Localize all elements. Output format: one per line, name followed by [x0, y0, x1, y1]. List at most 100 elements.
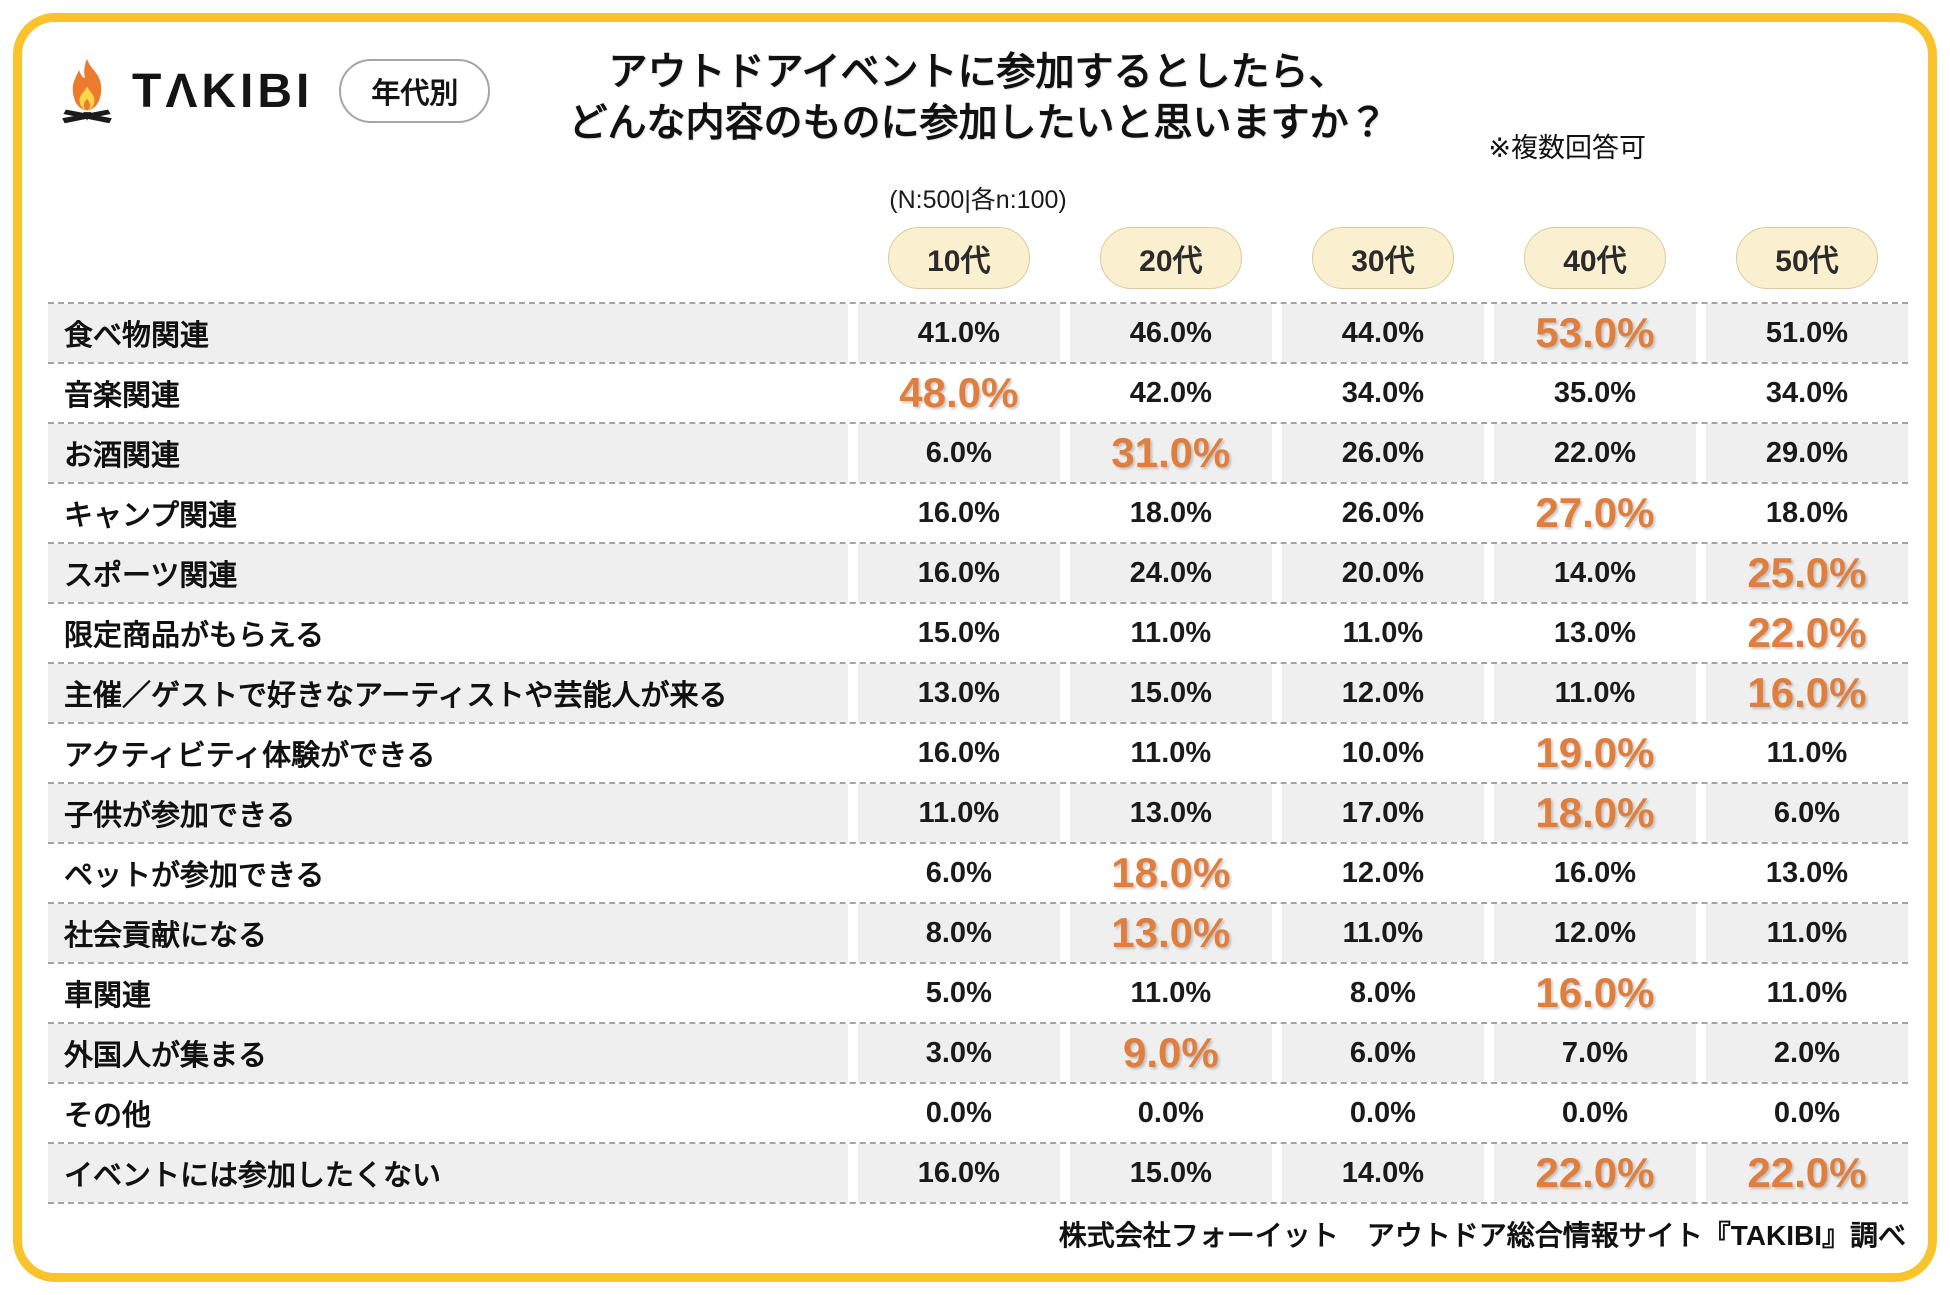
multiple-answers-note: ※複数回答可: [1488, 133, 1646, 163]
value-cell: 15.0%: [917, 616, 1000, 649]
value-cell: 9.0%: [1069, 1024, 1272, 1082]
pill-cell: 10代: [858, 226, 1060, 290]
row-label: アクティビティ体験ができる: [64, 740, 436, 772]
value-cell: 11.0%: [1493, 664, 1696, 722]
table-row: 音楽関連 48.0% 42.0% 34.0% 35.0% 34.0%: [48, 364, 1908, 424]
value-cell: 22.0%: [1493, 1144, 1696, 1202]
value-cell: 24.0%: [1069, 544, 1272, 602]
table-row: 子供が参加できる 11.0% 13.0% 17.0% 18.0% 6.0%: [48, 784, 1908, 844]
value-cell: 16.0%: [917, 736, 1000, 769]
value-cell: 5.0%: [925, 976, 992, 1009]
value-cell: 18.0%: [1129, 496, 1212, 529]
value-cell: 11.0%: [1705, 904, 1908, 962]
row-label: 子供が参加できる: [48, 784, 848, 842]
value-cell: 12.0%: [1493, 904, 1696, 962]
value-cell: 11.0%: [1130, 616, 1212, 649]
value-cell: 22.0%: [1493, 424, 1696, 482]
value-cell: 16.0%: [857, 544, 1060, 602]
value-cell: 34.0%: [1341, 376, 1424, 409]
value-cell: 46.0%: [1069, 304, 1272, 362]
value-cell: 11.0%: [1766, 976, 1848, 1009]
age-category-badge: 年代別: [339, 59, 491, 123]
value-cell: 0.0%: [1561, 1096, 1628, 1129]
row-label: お酒関連: [48, 424, 848, 482]
table-row: 社会貢献になる 8.0% 13.0% 11.0% 12.0% 11.0%: [48, 904, 1908, 964]
source-credit: 株式会社フォーイット アウトドア総合情報サイト『TAKIBI』調べ: [1058, 1220, 1906, 1251]
value-cell: 19.0%: [1535, 729, 1655, 776]
value-cell: 26.0%: [1281, 424, 1484, 482]
age-group-pill: 30代: [1311, 227, 1454, 289]
value-cell: 29.0%: [1705, 424, 1908, 482]
value-cell: 48.0%: [899, 369, 1019, 416]
value-cell: 44.0%: [1281, 304, 1484, 362]
value-cell: 10.0%: [1341, 736, 1424, 769]
table-row: キャンプ関連 16.0% 18.0% 26.0% 27.0% 18.0%: [48, 484, 1908, 544]
row-label: 限定商品がもらえる: [64, 620, 325, 652]
value-cell: 22.0%: [1705, 1144, 1908, 1202]
pill-cell: 40代: [1494, 226, 1696, 290]
value-cell: 6.0%: [925, 856, 992, 889]
value-cell: 11.0%: [1130, 976, 1212, 1009]
table-row: 外国人が集まる 3.0% 9.0% 6.0% 7.0% 2.0%: [48, 1024, 1908, 1084]
row-label: ペットが参加できる: [64, 860, 325, 892]
value-cell: 12.0%: [1341, 856, 1424, 889]
value-cell: 16.0%: [1535, 969, 1655, 1016]
value-cell: 27.0%: [1535, 489, 1655, 536]
value-cell: 11.0%: [1281, 904, 1484, 962]
campfire-icon: [62, 58, 112, 124]
row-label: キャンプ関連: [64, 500, 238, 532]
value-cell: 8.0%: [1349, 976, 1416, 1009]
age-group-pill: 40代: [1523, 227, 1666, 289]
value-cell: 11.0%: [1130, 736, 1212, 769]
value-cell: 22.0%: [1747, 609, 1867, 656]
takibi-logo: TΛKIBI 年代別: [56, 54, 491, 128]
value-cell: 16.0%: [857, 1144, 1060, 1202]
value-cell: 8.0%: [857, 904, 1060, 962]
value-cell: 25.0%: [1705, 544, 1908, 602]
value-cell: 35.0%: [1553, 376, 1637, 409]
value-cell: 42.0%: [1129, 376, 1212, 409]
value-cell: 7.0%: [1493, 1024, 1696, 1082]
value-cell: 13.0%: [1553, 616, 1637, 649]
survey-table: 食べ物関連 41.0% 46.0% 44.0% 53.0% 51.0% 音楽関連 48.0% 4…: [48, 302, 1908, 1204]
row-label: 主催／ゲストで好きなアーティストや芸能人が来る: [48, 664, 848, 722]
row-label: 車関連: [64, 980, 152, 1012]
value-cell: 13.0%: [1069, 784, 1272, 842]
value-cell: 16.0%: [917, 496, 1000, 529]
pill-cell: 50代: [1706, 226, 1908, 290]
table-row: スポーツ関連 16.0% 24.0% 20.0% 14.0% 25.0%: [48, 544, 1908, 604]
table-row: アクティビティ体験ができる 16.0% 11.0% 10.0% 19.0% 11.0%: [48, 724, 1908, 784]
value-cell: 18.0%: [1765, 496, 1849, 529]
table-row: 食べ物関連 41.0% 46.0% 44.0% 53.0% 51.0%: [48, 304, 1908, 364]
logo-text: TΛKIBI: [132, 64, 314, 118]
row-label: 食べ物関連: [48, 304, 848, 362]
value-cell: 15.0%: [1069, 664, 1272, 722]
table-row: その他 0.0% 0.0% 0.0% 0.0% 0.0%: [48, 1084, 1908, 1144]
value-cell: 41.0%: [857, 304, 1060, 362]
age-group-pill: 10代: [887, 227, 1030, 289]
header: TΛKIBI 年代別 アウトドアイベントに参加するとしたら、 どんな内容のものに…: [48, 46, 1908, 176]
value-cell: 16.0%: [1705, 664, 1908, 722]
age-group-pill: 50代: [1735, 227, 1878, 289]
value-cell: 18.0%: [1111, 849, 1231, 896]
value-cell: 0.0%: [1137, 1096, 1204, 1129]
value-cell: 26.0%: [1341, 496, 1424, 529]
value-cell: 12.0%: [1281, 664, 1484, 722]
value-cell: 34.0%: [1765, 376, 1849, 409]
value-cell: 16.0%: [1553, 856, 1637, 889]
table-row: 車関連 5.0% 11.0% 8.0% 16.0% 11.0%: [48, 964, 1908, 1024]
pill-cell: 20代: [1070, 226, 1272, 290]
value-cell: 31.0%: [1069, 424, 1272, 482]
table-row: 限定商品がもらえる 15.0% 11.0% 11.0% 13.0% 22.0%: [48, 604, 1908, 664]
row-label: 音楽関連: [64, 380, 181, 412]
value-cell: 6.0%: [1705, 784, 1908, 842]
row-label: その他: [64, 1100, 152, 1132]
value-cell: 6.0%: [857, 424, 1060, 482]
age-group-header-row: 10代 20代 30代 40代 50代: [48, 226, 1908, 290]
pill-cell: 30代: [1282, 226, 1484, 290]
sample-size: (N:500|各n:100): [889, 186, 1067, 214]
value-cell: 51.0%: [1705, 304, 1908, 362]
row-label: 外国人が集まる: [48, 1024, 848, 1082]
value-cell: 15.0%: [1069, 1144, 1272, 1202]
